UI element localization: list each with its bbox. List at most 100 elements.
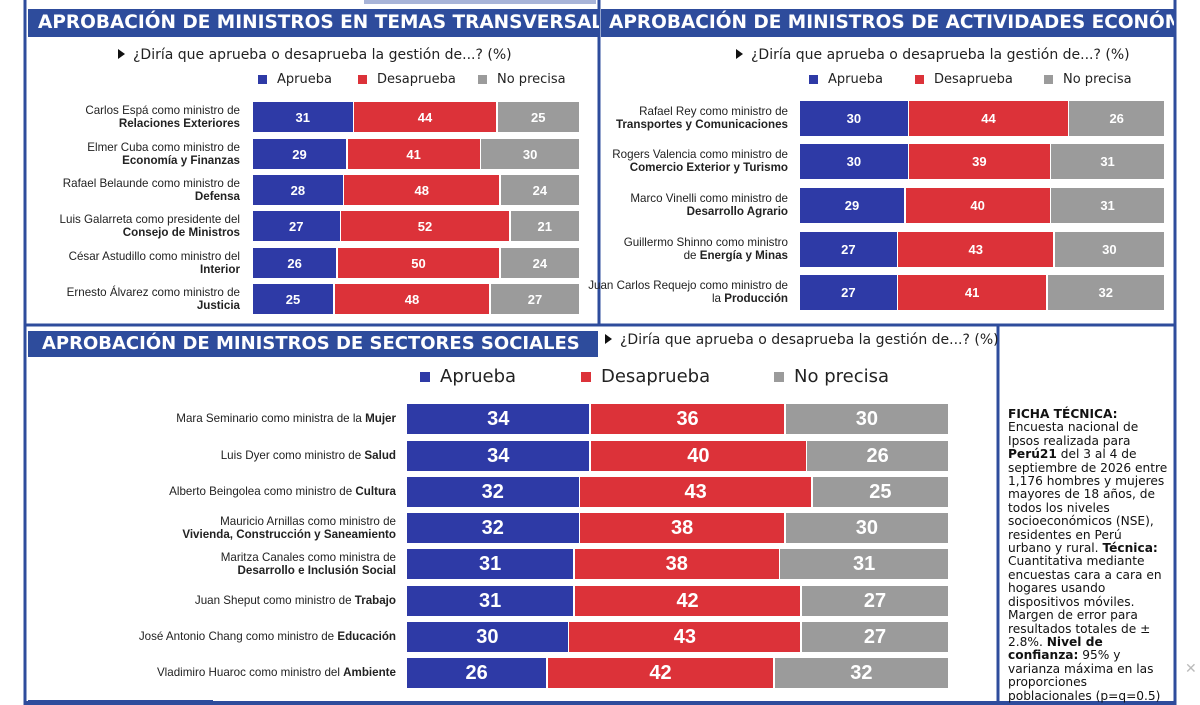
category-label-bold: Ambiente — [343, 666, 396, 680]
category-label-bold: Defensa — [194, 189, 240, 203]
category-label: Maritza Canales como ministra de Desarrol… — [136, 551, 396, 578]
data-label: 31 — [295, 109, 310, 125]
category-label-text: Luis Galarreta como presidente del — [59, 212, 240, 226]
legend-label: Desaprueba — [934, 72, 1013, 87]
bar-segment-aprueba: 26 — [253, 248, 337, 278]
question-text: ¿Diría que aprueba o desaprueba la gesti… — [620, 332, 999, 348]
bar-segment-aprueba: 32 — [407, 513, 579, 543]
bar-segment-aprueba: 29 — [800, 188, 905, 223]
category-label: Rogers Valencia como ministro de Comercio… — [528, 148, 788, 175]
bar-segment-no-precisa: 32 — [774, 658, 948, 688]
bar-segment-no-precisa: 30 — [785, 404, 948, 434]
data-label: 43 — [684, 480, 707, 503]
category-label-bold: Interior — [200, 262, 240, 276]
ficha-term: Técnica: — [1102, 541, 1158, 556]
bar-segment-aprueba: 29 — [253, 139, 347, 169]
legend-item-no-precisa: No precisa — [774, 366, 889, 387]
category-label-text: Juan Carlos Requejo como ministro de — [588, 279, 788, 293]
category-label-text: Rafael Rey como ministro de — [639, 105, 788, 119]
bar-segment-aprueba: 27 — [800, 232, 897, 267]
data-label: 31 — [853, 552, 876, 575]
data-label: 24 — [532, 255, 548, 271]
legend-swatch — [258, 75, 267, 84]
category-label-text: de — [683, 249, 700, 263]
data-label: 41 — [406, 146, 421, 162]
legend-label: No precisa — [1063, 72, 1132, 87]
chart-title: APROBACIÓN DE MINISTROS DE ACTIVIDADES E… — [601, 9, 1174, 37]
category-label: Alberto Beingolea como ministro de Cultu… — [136, 485, 396, 498]
bar-segment-desaprueba: 42 — [574, 586, 801, 616]
category-label-text: Carlos Espá como ministro de — [85, 103, 240, 117]
data-label: 42 — [649, 661, 672, 684]
category-label-line2: de Energía y Minas — [528, 249, 788, 262]
data-label: 25 — [869, 480, 892, 503]
bar-segment-desaprueba: 40 — [905, 188, 1050, 223]
category-label-text: Guillermo Shinno como ministro — [623, 236, 788, 250]
category-label: Rafael Rey como ministro de Transportes y… — [528, 105, 788, 132]
legend-item-desaprueba: Desaprueba — [915, 72, 1013, 87]
bar-segment-no-precisa: 27 — [801, 622, 948, 652]
ficha-term: Nivel de confianza: — [1008, 634, 1103, 663]
data-label: 30 — [476, 625, 499, 648]
legend-label: No precisa — [497, 72, 566, 87]
bar-segment-aprueba: 31 — [407, 549, 574, 579]
chart-question: ¿Diría que aprueba o desaprueba la gesti… — [605, 332, 999, 348]
category-label-text: Mauricio Arnillas como ministro de — [220, 514, 396, 528]
data-label: 29 — [844, 198, 860, 213]
data-label: 31 — [478, 552, 502, 575]
bar-segment-aprueba: 30 — [800, 101, 908, 136]
chart-question: ¿Diría que aprueba o desaprueba la gesti… — [736, 47, 1130, 63]
data-label: 27 — [527, 291, 543, 307]
category-label-text: Mara Seminario como ministra de la — [176, 412, 366, 426]
bar-segment-desaprueba: 43 — [580, 477, 812, 507]
data-label: 25 — [285, 291, 301, 307]
question-text: ¿Diría que aprueba o desaprueba la gesti… — [751, 47, 1130, 63]
data-label: 41 — [964, 285, 980, 300]
bar-segment-aprueba: 27 — [800, 275, 897, 310]
bar-segment-no-precisa: 31 — [1051, 188, 1164, 223]
legend-swatch — [420, 371, 430, 382]
close-icon: ✕ — [1185, 660, 1197, 676]
data-label: 39 — [972, 154, 987, 169]
bar-segment-aprueba: 26 — [407, 658, 547, 688]
legend-swatch — [1044, 75, 1053, 84]
data-label: 26 — [465, 661, 488, 684]
legend-label: Aprueba — [440, 366, 517, 387]
bar-segment-aprueba: 34 — [407, 404, 590, 434]
category-label-bold: Mujer — [365, 412, 396, 426]
bar-segment-aprueba: 34 — [407, 441, 590, 471]
data-label: 43 — [673, 625, 696, 648]
data-label: 40 — [687, 444, 710, 467]
bar-segment-desaprueba: 44 — [909, 101, 1068, 136]
category-label-bold: Energía y Minas — [699, 249, 788, 263]
bar-segment-aprueba: 27 — [253, 211, 340, 241]
bar-segment-no-precisa: 27 — [801, 586, 948, 616]
chart-title: APROBACIÓN DE MINISTROS DE SECTORES SOCI… — [28, 331, 598, 357]
category-label-text: Luis Dyer como ministro de — [220, 449, 365, 463]
triangle-bullet-icon — [605, 334, 612, 344]
category-label-bold: Cultura — [355, 485, 396, 499]
category-label: César Astudillo como ministro del Interio… — [0, 250, 240, 277]
data-label: 44 — [417, 109, 433, 125]
bar-segment-no-precisa: 25 — [497, 102, 579, 132]
bar-segment-desaprueba: 43 — [569, 622, 801, 652]
bar-segment-aprueba: 30 — [800, 144, 908, 179]
data-label: 43 — [968, 242, 983, 257]
data-label: 30 — [846, 111, 862, 126]
bar-segment-desaprueba: 48 — [334, 284, 490, 314]
category-label: Marco Vinelli como ministro de Desarrollo… — [528, 192, 788, 219]
category-label-text: Maritza Canales como ministra de — [220, 550, 396, 564]
data-label: 32 — [481, 516, 504, 539]
data-label: 32 — [850, 661, 873, 684]
data-label: 38 — [671, 516, 694, 539]
bar-segment-desaprueba: 43 — [898, 232, 1054, 267]
category-label: Ernesto Álvarez como ministro de Justicia — [0, 286, 240, 313]
data-label: 25 — [531, 109, 546, 125]
bar-segment-no-precisa: 24 — [500, 248, 579, 278]
category-label-text: César Astudillo como ministro del — [68, 249, 240, 263]
bar-segment-desaprueba: 36 — [590, 404, 785, 434]
data-label: 30 — [522, 146, 538, 162]
category-label: Elmer Cuba como ministro de Economía y Fi… — [0, 141, 240, 168]
legend-label: Aprueba — [828, 72, 883, 87]
legend-item-aprueba: Aprueba — [809, 72, 883, 87]
